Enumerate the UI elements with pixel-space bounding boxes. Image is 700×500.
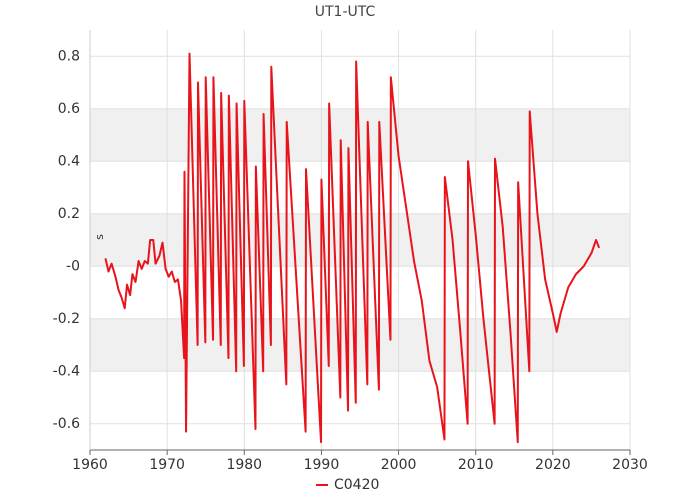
chart-title: UT1-UTC [315,4,376,20]
grid-band [90,213,630,267]
y-tick-label: -0.4 [53,363,80,379]
y-tick-label: 0.8 [58,48,80,64]
x-tick-label: 2000 [381,457,417,473]
y-tick-label: 0.2 [58,206,80,222]
y-axis-label: s [93,234,106,240]
x-tick-label: 1970 [149,457,185,473]
x-tick-label: 2010 [458,457,494,473]
legend-label: C0420 [334,477,379,493]
data-line [104,52,601,444]
x-tick-label: 1990 [304,457,340,473]
y-tick-label: -0 [66,258,80,274]
y-tick-label: -0.6 [53,416,80,432]
x-tick-label: 2020 [535,457,571,473]
x-tick-label: 1960 [72,457,108,473]
x-tick-label: 2030 [612,457,648,473]
y-tick-label: -0.2 [53,311,80,327]
grid-band [90,318,630,372]
y-tick-label: 0.6 [58,101,80,117]
y-tick-label: 0.4 [58,153,80,169]
x-tick-label: 1980 [226,457,262,473]
